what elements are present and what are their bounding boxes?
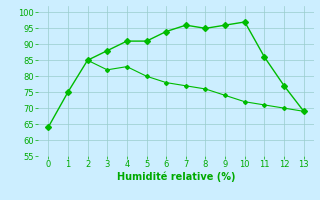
X-axis label: Humidité relative (%): Humidité relative (%) [117,172,235,182]
